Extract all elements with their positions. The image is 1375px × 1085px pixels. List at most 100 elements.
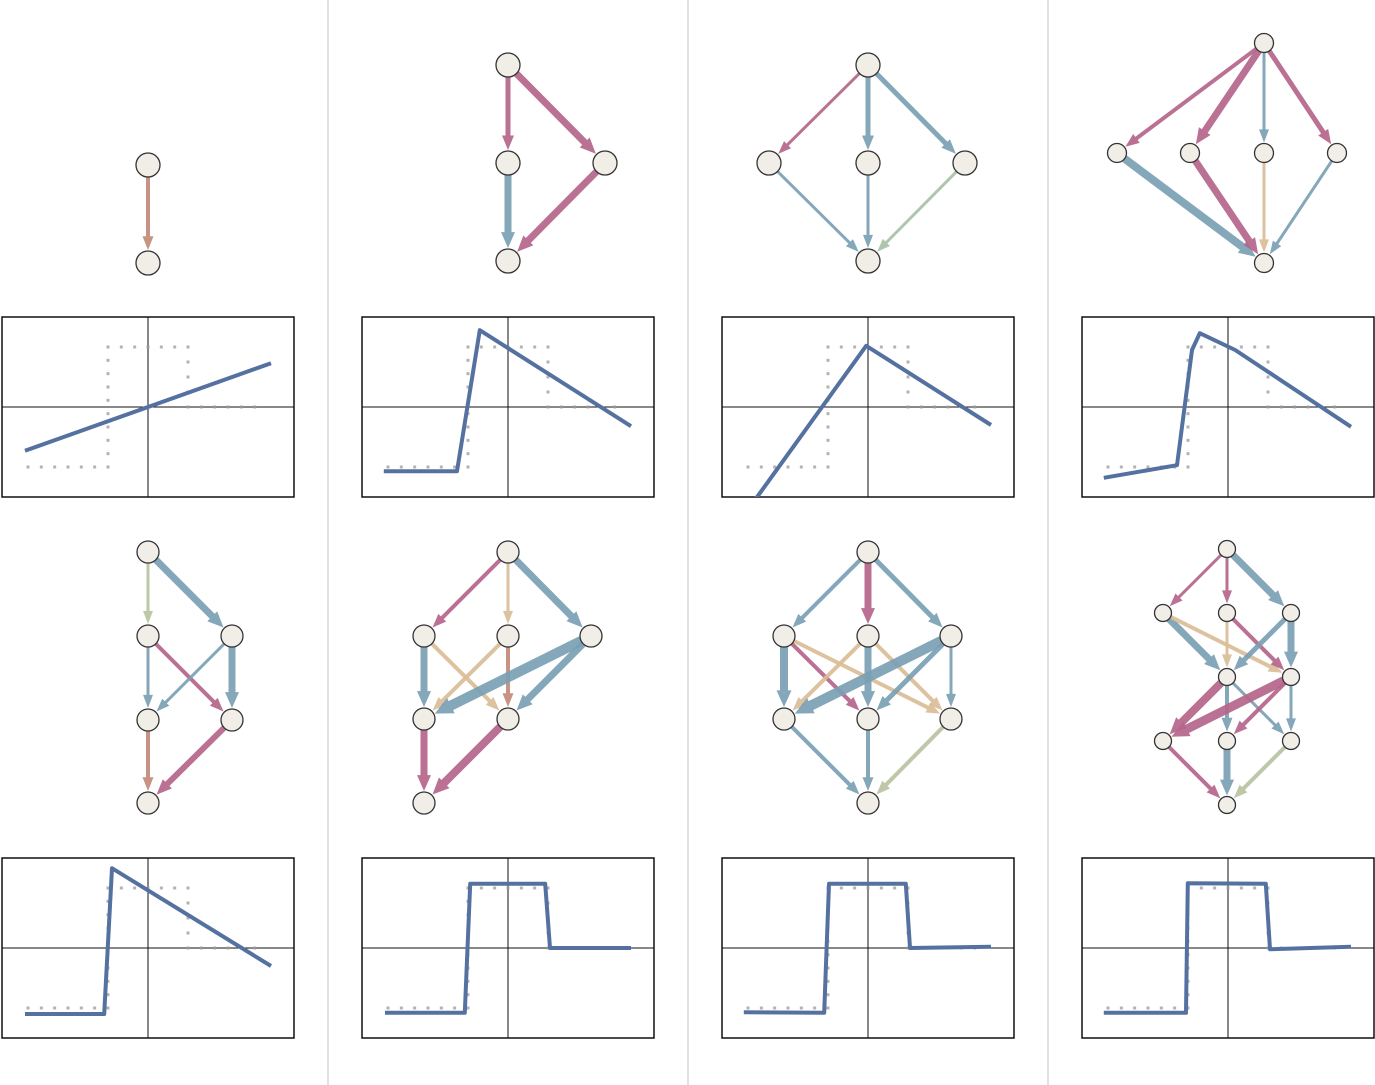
edge-arrow (1233, 745, 1287, 799)
activation-plot (361, 857, 655, 1039)
target-marker (1159, 1006, 1163, 1010)
target-marker (1199, 886, 1203, 890)
target-marker (1253, 886, 1257, 890)
arrowhead-icon (778, 141, 792, 154)
edge-line (446, 636, 584, 712)
edge-line (1231, 681, 1278, 728)
arrowhead-icon (417, 775, 431, 791)
activation-curve (743, 881, 992, 1015)
edge-arrow (1286, 685, 1296, 732)
arrowhead-icon (142, 236, 154, 250)
edge-arrow (861, 647, 875, 707)
activation-plot (721, 857, 1015, 1039)
arrowhead-icon (143, 694, 153, 708)
target-marker (839, 345, 843, 349)
arrowhead-icon (502, 693, 514, 707)
arrowhead-icon (794, 698, 815, 714)
edge-arrow (154, 642, 224, 712)
target-marker (946, 405, 950, 409)
arrowhead-icon (941, 139, 956, 154)
arrowhead-icon (209, 697, 224, 712)
target-marker (826, 438, 830, 442)
arrowhead-icon (432, 777, 450, 795)
edge-arrow (417, 647, 431, 707)
edge-line (1122, 155, 1247, 252)
edge-arrow (862, 730, 874, 791)
edge-arrow (432, 558, 502, 628)
target-marker (453, 465, 457, 469)
edge-line (1192, 158, 1254, 245)
target-marker (186, 360, 190, 364)
edge-arrow (1125, 47, 1258, 147)
arrowhead-icon (579, 137, 596, 154)
edge-line (1200, 48, 1262, 135)
edge-line (883, 642, 945, 704)
target-marker (1106, 1006, 1110, 1010)
arrowhead-icon (1222, 654, 1232, 668)
arrowhead-icon (417, 691, 431, 707)
edge-arrow (1169, 553, 1223, 607)
edge-line (799, 642, 862, 704)
edge-arrow (1284, 621, 1298, 668)
target-marker (79, 465, 83, 469)
arrowhead-icon (845, 239, 859, 252)
edge-line (524, 169, 600, 245)
graph-node (135, 250, 161, 276)
target-marker (106, 398, 110, 402)
network-graph (136, 540, 244, 815)
target-marker (213, 405, 217, 409)
edge-arrow (1231, 617, 1285, 671)
column-dividers (327, 0, 1049, 1085)
target-marker (799, 1006, 803, 1010)
target-marker (1106, 465, 1110, 469)
arrowhead-icon (156, 698, 170, 712)
activation-plot (1081, 316, 1375, 498)
target-marker (1266, 345, 1270, 349)
target-marker (1266, 375, 1270, 379)
target-marker (559, 405, 563, 409)
edge-line (1274, 160, 1333, 246)
graph-node (495, 248, 521, 274)
target-marker (439, 1006, 443, 1010)
graph-node (1281, 667, 1301, 687)
edge-arrow (142, 731, 154, 791)
target-marker (399, 1006, 403, 1010)
target-marker (906, 405, 910, 409)
target-marker (186, 901, 190, 905)
target-marker (826, 1006, 830, 1010)
target-marker (906, 360, 910, 364)
arrowhead-icon (1220, 779, 1234, 796)
network-graphs (135, 32, 1348, 815)
edge-arrow (863, 175, 873, 248)
network-graph (135, 152, 161, 276)
graph-node (939, 707, 963, 731)
target-marker (573, 405, 577, 409)
target-marker (1186, 412, 1190, 416)
graph-node (855, 150, 881, 176)
edge-line (1169, 615, 1273, 670)
graph-node (1281, 603, 1301, 623)
target-marker (853, 886, 857, 890)
edge-arrow (792, 558, 862, 628)
edge-line (1230, 552, 1277, 599)
arrowhead-icon (861, 691, 875, 707)
target-marker (1133, 465, 1137, 469)
graph-node (1217, 539, 1237, 559)
arrowhead-icon (516, 694, 533, 711)
activation-plot (1081, 857, 1375, 1039)
arrowhead-icon (1233, 720, 1248, 735)
arrowhead-icon (1222, 590, 1232, 604)
edge-arrow (1269, 160, 1333, 255)
arrowhead-icon (1169, 717, 1187, 735)
target-marker (1199, 345, 1203, 349)
target-marker (106, 412, 110, 416)
edge-arrow (861, 563, 875, 624)
edge-arrow (792, 642, 862, 711)
arrowhead-icon (792, 613, 807, 628)
edge-arrow (1259, 162, 1269, 253)
target-marker (39, 465, 43, 469)
edge-line (513, 557, 576, 621)
edge-arrow (794, 636, 944, 714)
target-marker (253, 946, 257, 950)
target-marker (199, 946, 203, 950)
